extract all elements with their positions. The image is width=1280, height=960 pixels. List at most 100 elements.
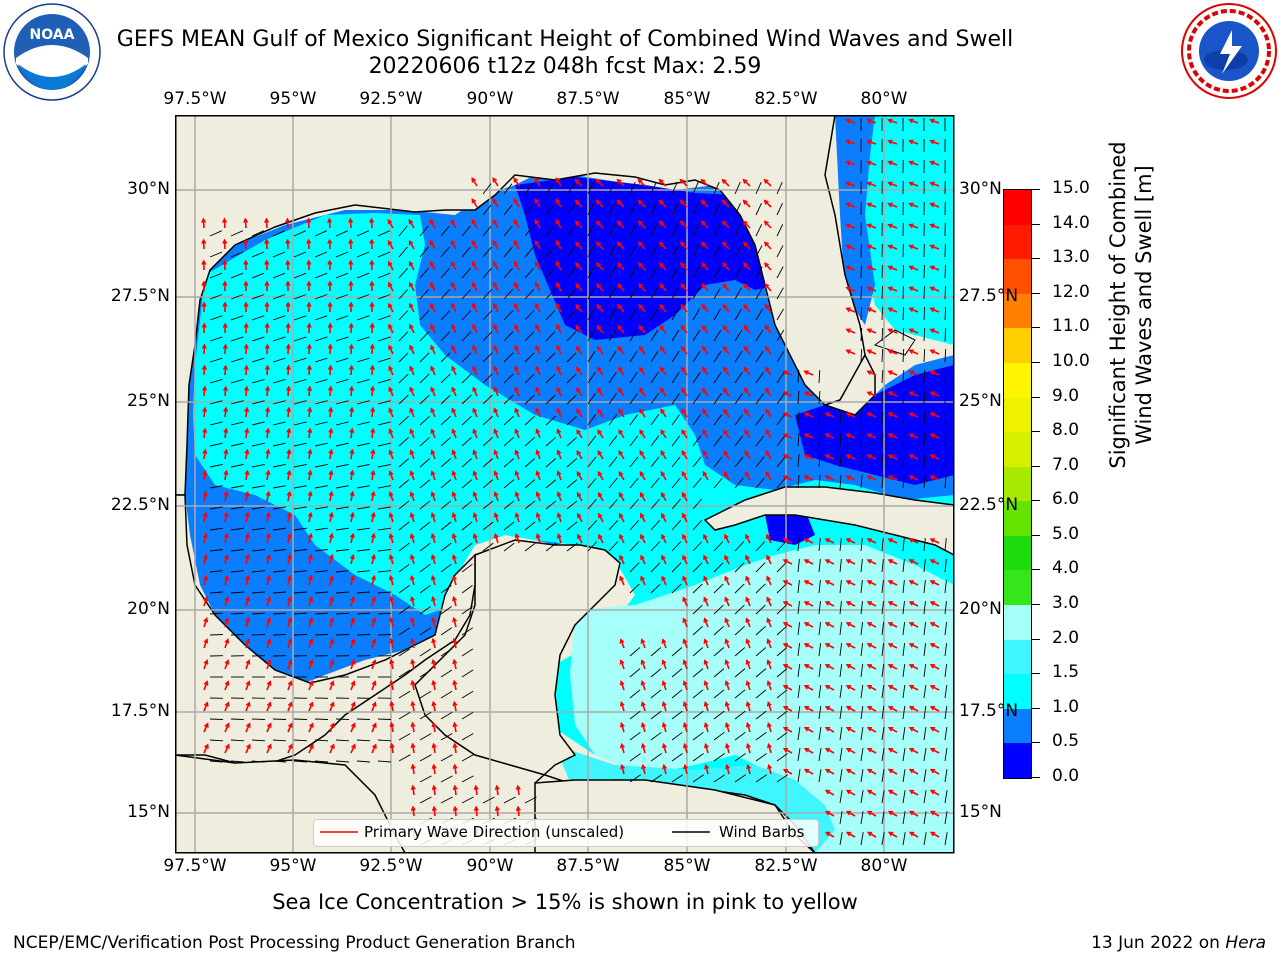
wind-barb — [923, 769, 927, 783]
wave-direction-arrowhead — [576, 387, 581, 393]
wind-barb — [713, 245, 721, 258]
wind-barb — [377, 336, 391, 342]
wind-barb — [440, 415, 451, 426]
wind-barb — [398, 500, 410, 510]
wave-direction-arrow — [783, 685, 793, 691]
wave-direction-arrow — [825, 643, 835, 649]
wave-direction-arrow — [371, 365, 374, 376]
wave-direction-arrow — [388, 303, 394, 313]
wave-direction-arrow — [867, 706, 877, 712]
wave-direction-arrow — [888, 601, 898, 607]
wind-barb — [398, 563, 410, 573]
wave-direction-arrowhead — [845, 810, 852, 816]
wave-direction-arrow — [390, 618, 394, 628]
wind-barb — [650, 350, 659, 363]
wind-barb — [566, 289, 577, 300]
wave-direction-arrowhead — [389, 595, 394, 602]
wind-barb — [713, 224, 721, 237]
wind-barb — [671, 668, 683, 678]
wave-direction-arrowhead — [409, 365, 414, 371]
wave-direction-arrow — [390, 639, 394, 649]
nws-logo — [1181, 3, 1277, 99]
wave-direction-arrow — [930, 810, 940, 817]
wave-direction-arrowhead — [660, 387, 665, 393]
wind-barb — [629, 498, 639, 510]
wave-direction-arrowhead — [430, 554, 436, 560]
wave-direction-arrowhead — [264, 217, 270, 223]
wave-direction-arrowhead — [492, 239, 498, 246]
wave-direction-arrowhead — [370, 385, 376, 391]
wave-direction-arrowhead — [556, 449, 562, 455]
wind-barb — [923, 790, 927, 804]
wave-direction-arrowhead — [619, 533, 624, 540]
wave-direction-arrow — [307, 218, 310, 229]
wave-direction-arrow — [746, 723, 751, 733]
wave-direction-arrowhead — [409, 302, 414, 309]
wave-direction-arrowhead — [389, 637, 395, 644]
wind-barb — [734, 224, 742, 237]
wave-direction-arrow — [409, 387, 415, 397]
wave-direction-arrow — [768, 765, 772, 775]
wave-direction-arrowhead — [723, 450, 729, 456]
wave-direction-arrowhead — [430, 512, 436, 518]
wind-barb — [272, 294, 286, 300]
wave-direction-arrowhead — [745, 617, 751, 623]
wave-direction-arrowhead — [721, 178, 727, 184]
wave-direction-arrowhead — [244, 385, 250, 391]
wind-barb — [692, 731, 704, 741]
wind-barb — [902, 580, 905, 594]
wave-direction-arrow — [639, 450, 646, 460]
wind-barb — [230, 527, 244, 531]
wave-direction-arrow — [639, 492, 646, 502]
wave-direction-arrowhead — [287, 701, 293, 707]
wave-direction-arrowhead — [845, 643, 852, 648]
wave-direction-arrowhead — [388, 491, 394, 497]
wind-barb — [377, 634, 392, 636]
wind-barb — [629, 393, 638, 405]
wave-direction-arrowhead — [700, 178, 706, 184]
wave-direction-arrow — [597, 492, 604, 502]
wave-direction-arrowhead — [328, 469, 334, 476]
map-frame — [175, 115, 955, 854]
wave-direction-arrow — [536, 534, 541, 544]
wind-barb — [860, 538, 863, 552]
wind-barb — [734, 753, 746, 762]
wave-direction-arrowhead — [803, 768, 810, 774]
wind-barb — [503, 225, 513, 237]
wave-direction-arrowhead — [845, 748, 852, 753]
wind-barb — [713, 625, 724, 636]
wave-direction-arrow — [909, 412, 919, 418]
wind-barb — [776, 604, 787, 615]
wave-direction-arrowhead — [287, 596, 293, 602]
wave-direction-arrowhead — [472, 470, 478, 476]
wave-direction-arrowhead — [929, 643, 936, 648]
wave-direction-arrowhead — [763, 241, 769, 247]
wave-direction-arrowhead — [535, 428, 541, 434]
wind-barb — [230, 485, 244, 489]
wave-direction-arrowhead — [410, 616, 416, 623]
wave-direction-arrowhead — [929, 810, 936, 816]
wind-barb — [818, 685, 822, 699]
wave-direction-arrowhead — [201, 259, 207, 265]
wind-barb — [902, 622, 906, 636]
wave-direction-arrowhead — [515, 805, 521, 812]
wind-barb — [314, 357, 328, 363]
wave-direction-arrow — [387, 219, 394, 229]
colorbar-tick-label: 13.0 — [1052, 247, 1090, 268]
wave-direction-arrow — [535, 366, 541, 376]
wave-direction-arrowhead — [388, 533, 394, 539]
wind-barb — [209, 485, 223, 489]
wave-direction-arrow — [619, 576, 625, 586]
wind-barb — [797, 390, 800, 405]
wave-direction-arrow — [888, 412, 898, 418]
wind-barb — [293, 421, 307, 426]
wind-barb — [209, 378, 223, 384]
wave-direction-arrow — [909, 685, 919, 691]
wave-direction-arrow — [909, 140, 919, 145]
wind-barb — [503, 204, 513, 216]
wave-direction-arrow — [453, 660, 457, 670]
wave-direction-arrow — [203, 513, 207, 523]
wave-direction-arrow — [846, 454, 856, 460]
wave-direction-arrow — [536, 513, 541, 523]
wave-direction-arrowhead — [640, 659, 646, 665]
